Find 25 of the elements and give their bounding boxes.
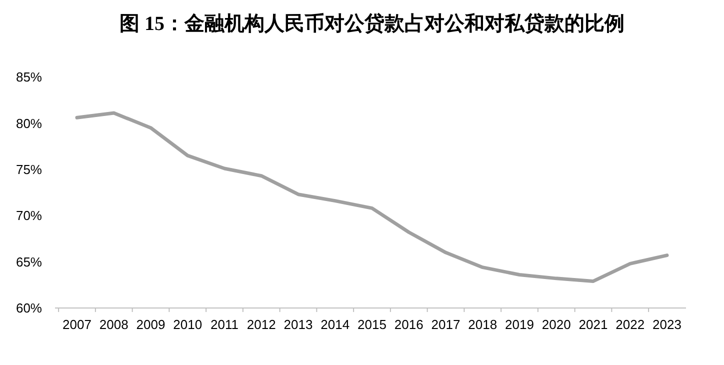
chart-title: 图 15：金融机构人民币对公贷款占对公和对私贷款的比例: [120, 12, 624, 35]
y-tick-label: 85%: [16, 70, 42, 85]
x-tick-label: 2018: [468, 317, 498, 332]
x-tick-label: 2009: [136, 317, 166, 332]
x-tick-label: 2015: [358, 317, 386, 332]
x-tick-label: 2010: [173, 317, 202, 332]
x-tick-label: 2021: [578, 317, 608, 332]
y-tick-label: 65%: [16, 254, 42, 270]
y-tick-label: 75%: [16, 162, 42, 177]
x-tick-label: 2019: [505, 317, 534, 332]
line-series: [75, 111, 669, 283]
x-tick-label: 2014: [320, 317, 350, 332]
x-tick-label: 2012: [246, 317, 276, 332]
x-tick-label: 2008: [99, 317, 128, 332]
y-tick-label: 80%: [16, 116, 42, 131]
x-tick-label: 2017: [431, 317, 460, 332]
y-tick-label: 60%: [16, 300, 42, 316]
x-tick-label: 2016: [394, 317, 424, 332]
x-tick-label: 2023: [652, 317, 682, 332]
x-tick-label: 2011: [210, 317, 238, 332]
y-tick-label: 70%: [16, 208, 42, 224]
x-tick-label: 2020: [542, 317, 571, 332]
x-tick-label: 2022: [616, 317, 645, 332]
x-tick-label: 2013: [284, 317, 313, 332]
x-tick-label: 2007: [62, 317, 92, 332]
